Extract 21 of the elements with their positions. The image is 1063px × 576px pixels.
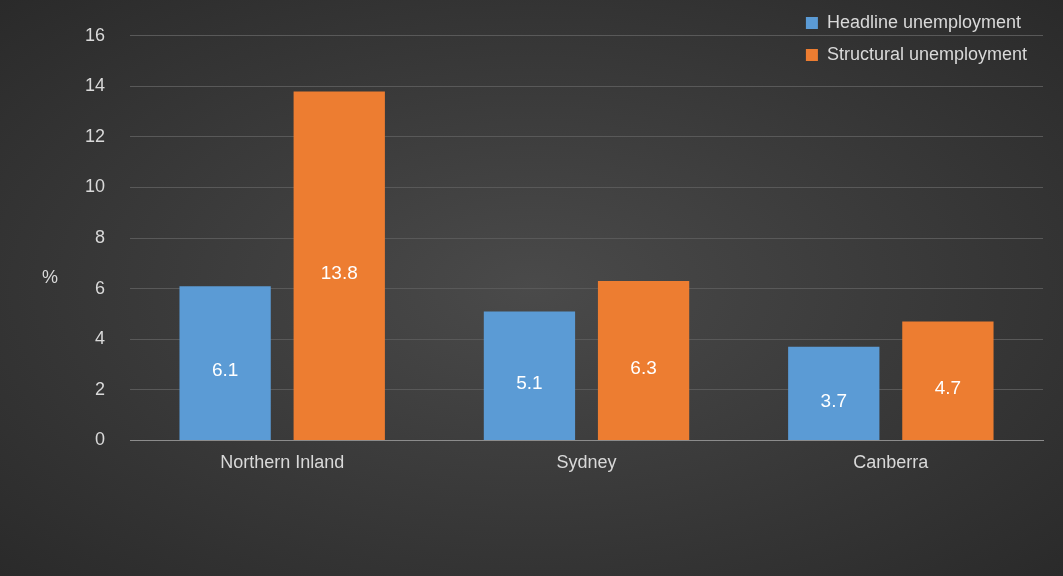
data-label: 4.7 <box>934 376 962 398</box>
data-label: 13.8 <box>320 261 358 283</box>
y-axis-title: % <box>41 267 59 288</box>
y-tick-label: 6 <box>95 277 106 298</box>
data-label: 5.1 <box>516 371 543 393</box>
x-tick-label: Northern Inland <box>220 452 345 473</box>
y-tick-label: 4 <box>95 328 106 349</box>
x-tick-label: Sydney <box>556 452 617 473</box>
y-tick-label: 16 <box>84 24 106 45</box>
data-label: 3.7 <box>820 389 847 411</box>
y-tick-label: 10 <box>84 176 106 197</box>
data-label: 6.3 <box>630 356 657 378</box>
legend-label: Headline unemployment <box>826 11 1022 32</box>
y-tick-label: 2 <box>95 378 106 399</box>
y-tick-label: 8 <box>95 227 106 248</box>
y-tick-label: 14 <box>84 75 106 96</box>
data-label: 6.1 <box>211 359 239 381</box>
legend-label: Structural unemployment <box>826 43 1027 64</box>
x-tick-label: Canberra <box>853 452 930 473</box>
y-tick-label: 0 <box>95 429 106 450</box>
y-tick-label: 12 <box>84 125 106 146</box>
